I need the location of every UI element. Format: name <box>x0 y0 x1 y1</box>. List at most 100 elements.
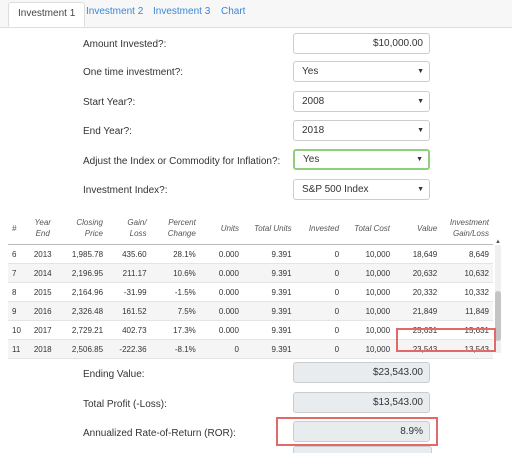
cell-investment-gain-loss: 8,649 <box>441 244 493 264</box>
cell-invested: 0 <box>295 339 344 359</box>
table-scrollbar-thumb[interactable] <box>495 291 501 341</box>
cell-gain-loss: -31.99 <box>107 282 151 302</box>
annualized-ror-field: 8.9% <box>293 421 430 442</box>
tab-investment-3[interactable]: Investment 3 <box>153 6 211 17</box>
cell-year: 2017 <box>27 320 58 340</box>
cell-invested: 0 <box>295 263 344 283</box>
one-time-investment-select[interactable]: Yes ▼ <box>293 61 430 82</box>
col-header-number: # <box>8 212 28 245</box>
inflation-adjust-select[interactable]: Yes ▼ <box>293 149 430 170</box>
caret-down-icon: ▼ <box>417 98 424 105</box>
cell-total-cost: 10,000 <box>343 244 395 264</box>
total-profit-field: $13,543.00 <box>293 392 430 413</box>
cell-total-cost: 10,000 <box>343 301 395 321</box>
tab-investment-2[interactable]: Investment 2 <box>86 6 144 17</box>
col-header-gain-loss: Gain/ Loss <box>107 212 151 245</box>
cell-gain-loss: 211.17 <box>107 263 151 283</box>
annotation-highlight-ror <box>276 417 438 446</box>
caret-down-icon: ▼ <box>417 127 424 134</box>
investment-table: # Year End Closing Price Gain/ Loss Perc… <box>8 212 493 359</box>
cell-year: 2018 <box>27 339 58 359</box>
col-header-total-units: Total Units <box>242 212 296 245</box>
amount-invested-input[interactable]: $10,000.00 <box>293 33 430 54</box>
next-result-field-partial <box>293 446 432 453</box>
cell-number: 8 <box>8 282 28 302</box>
start-year-label: Start Year?: <box>83 97 136 108</box>
cell-units: 0.000 <box>199 263 243 283</box>
cell-investment-gain-loss: 15,631 <box>441 320 493 340</box>
cell-total-units: 9.391 <box>242 320 296 340</box>
cell-value: 23,543 <box>394 339 442 359</box>
cell-units: 0.000 <box>199 320 243 340</box>
cell-total-units: 9.391 <box>242 339 296 359</box>
tab-bar: Investment 1 Investment 2 Investment 3 C… <box>0 0 512 28</box>
scroll-up-arrow-icon[interactable]: ▲ <box>495 239 501 245</box>
caret-down-icon: ▼ <box>417 68 424 75</box>
cell-gain-loss: 402.73 <box>107 320 151 340</box>
inflation-adjust-label: Adjust the Index or Commodity for Inflat… <box>83 156 281 167</box>
col-header-total-cost: Total Cost <box>343 212 395 245</box>
cell-invested: 0 <box>295 244 344 264</box>
cell-year: 2013 <box>27 244 58 264</box>
start-year-select[interactable]: 2008 ▼ <box>293 91 430 112</box>
cell-closing-price: 2,326.48 <box>57 301 108 321</box>
col-header-units: Units <box>199 212 243 245</box>
cell-percent-change: 17.3% <box>150 320 200 340</box>
end-year-value: 2018 <box>302 125 325 136</box>
end-year-select[interactable]: 2018 ▼ <box>293 120 430 141</box>
one-time-investment-value: Yes <box>302 66 319 77</box>
cell-invested: 0 <box>295 282 344 302</box>
cell-number: 7 <box>8 263 28 283</box>
cell-invested: 0 <box>295 301 344 321</box>
table-row: 7 2014 2,196.95 211.17 10.6% 0.000 9.391… <box>8 263 493 283</box>
cell-closing-price: 2,164.96 <box>57 282 108 302</box>
cell-invested: 0 <box>295 320 344 340</box>
cell-investment-gain-loss: 11,849 <box>441 301 493 321</box>
table-header-row: # Year End Closing Price Gain/ Loss Perc… <box>8 212 493 245</box>
cell-year: 2015 <box>27 282 58 302</box>
cell-closing-price: 2,196.95 <box>57 263 108 283</box>
cell-value: 20,332 <box>394 282 442 302</box>
cell-investment-gain-loss: 13,543 <box>441 339 493 359</box>
cell-year: 2016 <box>27 301 58 321</box>
investment-index-select[interactable]: S&P 500 Index ▼ <box>293 179 430 200</box>
cell-number: 10 <box>8 320 28 340</box>
cell-units: 0.000 <box>199 244 243 264</box>
start-year-value: 2008 <box>302 96 325 107</box>
col-header-year-end: Year End <box>27 212 58 245</box>
cell-gain-loss: 435.60 <box>107 244 151 264</box>
cell-value: 25,631 <box>394 320 442 340</box>
cell-units: 0.000 <box>199 282 243 302</box>
cell-value: 20,632 <box>394 263 442 283</box>
col-header-value: Value <box>394 212 442 245</box>
cell-value: 21,849 <box>394 301 442 321</box>
cell-total-units: 9.391 <box>242 282 296 302</box>
table-row: 9 2016 2,326.48 161.52 7.5% 0.000 9.391 … <box>8 301 493 321</box>
col-header-percent-change: Percent Change <box>150 212 200 245</box>
col-header-invested: Invested <box>295 212 344 245</box>
cell-total-units: 9.391 <box>242 244 296 264</box>
ending-value-field: $23,543.00 <box>293 362 430 383</box>
cell-total-cost: 10,000 <box>343 282 395 302</box>
col-header-investment-gain-loss: Investment Gain/Loss <box>441 212 493 245</box>
one-time-investment-label: One time investment?: <box>83 67 184 78</box>
cell-units: 0 <box>199 339 243 359</box>
annualized-ror-label: Annualized Rate-of-Return (ROR): <box>83 428 236 439</box>
cell-total-units: 9.391 <box>242 301 296 321</box>
investment-index-label: Investment Index?: <box>83 185 168 196</box>
investment-index-value: S&P 500 Index <box>302 184 369 195</box>
annotation-highlight-final-value <box>396 328 496 352</box>
cell-number: 9 <box>8 301 28 321</box>
inflation-adjust-value: Yes <box>303 154 320 165</box>
cell-gain-loss: -222.36 <box>107 339 151 359</box>
cell-total-cost: 10,000 <box>343 339 395 359</box>
tab-chart[interactable]: Chart <box>221 6 246 17</box>
col-header-closing-price: Closing Price <box>57 212 108 245</box>
total-profit-label: Total Profit (-Loss): <box>83 399 167 410</box>
cell-number: 11 <box>8 339 28 359</box>
cell-total-cost: 10,000 <box>343 263 395 283</box>
caret-down-icon: ▼ <box>416 156 423 163</box>
cell-value: 18,649 <box>394 244 442 264</box>
tab-investment-1[interactable]: Investment 1 <box>8 2 86 27</box>
cell-percent-change: 7.5% <box>150 301 200 321</box>
